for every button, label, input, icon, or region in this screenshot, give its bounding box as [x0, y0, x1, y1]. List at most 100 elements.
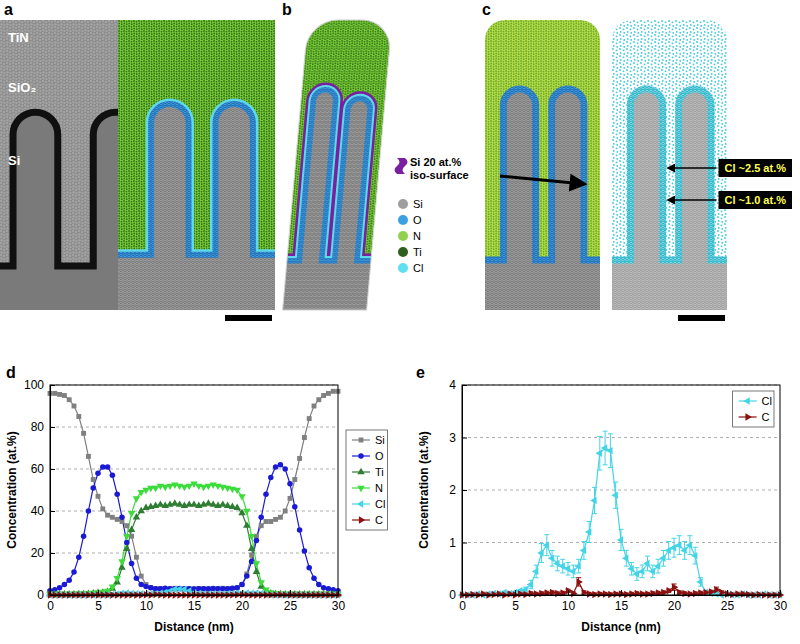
data-point: [142, 488, 149, 494]
data-point: [278, 462, 284, 468]
tick: 0: [37, 588, 55, 602]
tick: 40: [31, 504, 55, 518]
legend-label: Si: [375, 434, 385, 446]
tick: 30: [774, 590, 788, 613]
legend: SiOTiNClC: [346, 430, 387, 530]
tick-label: 10: [140, 599, 154, 613]
panel-letter: c: [482, 1, 491, 18]
data-point: [263, 491, 269, 497]
tick: 80: [31, 420, 55, 434]
data-point: [210, 586, 216, 592]
apt-view: [455, 20, 630, 340]
data-point: [113, 576, 120, 582]
tick-mark: [50, 511, 55, 512]
legend-label: Ti: [413, 246, 422, 258]
figure: TiNSiO₂SiSi 20 at.%iso-surfaceSiONTiClCl…: [0, 0, 800, 644]
annotation: Cl ~1.0 at.%: [668, 191, 792, 209]
tick-label: 4: [449, 378, 456, 392]
data-point: [680, 547, 686, 554]
data-point: [235, 585, 240, 590]
data-point: [585, 528, 591, 535]
image-label: TiN: [8, 30, 29, 45]
data-point: [527, 581, 533, 588]
data-point: [118, 559, 125, 565]
grid-line: [50, 469, 338, 470]
data-point: [253, 561, 260, 567]
data-point: [110, 473, 116, 479]
tick-label: 5: [512, 599, 519, 613]
legend-marker: [743, 397, 749, 404]
data-point: [234, 585, 240, 591]
tick: 20: [31, 546, 55, 560]
data-point: [537, 549, 543, 556]
data-point: [105, 464, 111, 470]
tick: 1: [449, 536, 467, 550]
plot-lines: [50, 391, 338, 595]
data-point: [273, 464, 279, 470]
data-point: [268, 475, 274, 481]
panel-letter: d: [6, 364, 16, 381]
tick-label: 20: [668, 599, 682, 613]
data-point: [331, 389, 336, 394]
plot-frame: [462, 385, 780, 595]
legend-label: C: [375, 514, 383, 526]
axis-title: Distance (nm): [581, 620, 660, 634]
axis-title: Concentration (at.%): [417, 431, 431, 548]
data-point: [134, 575, 140, 581]
data-point: [233, 488, 240, 494]
tick-mark: [50, 469, 55, 470]
annotation-arrow: [668, 199, 717, 201]
data-point: [532, 568, 538, 575]
series-line: [50, 465, 338, 591]
legend-label: Si: [413, 198, 423, 210]
data-point: [292, 477, 297, 482]
data-point: [239, 582, 245, 588]
tick-label: 20: [236, 599, 250, 613]
tick-mark: [674, 590, 675, 595]
tick: 25: [284, 590, 298, 613]
data-point: [649, 568, 655, 575]
tick: 5: [95, 590, 102, 613]
data-point: [124, 540, 130, 546]
data-point: [590, 497, 596, 504]
tick-label: 40: [31, 504, 45, 518]
tick-mark: [338, 590, 339, 595]
annotation-box: [719, 191, 792, 209]
data-point: [57, 392, 62, 397]
tick-mark: [146, 590, 147, 595]
apt-tilted: [250, 20, 422, 340]
panel-letter: b: [282, 1, 292, 18]
data-point: [580, 547, 586, 554]
tick-label: 80: [31, 420, 45, 434]
data-point: [134, 555, 139, 560]
legend-swatch: [398, 247, 408, 257]
tick-mark: [462, 543, 467, 544]
data-point: [76, 554, 82, 560]
tick-mark: [462, 438, 467, 439]
tick-mark: [515, 590, 516, 595]
data-point: [115, 517, 120, 522]
legend-label: Cl: [413, 262, 423, 274]
annotation-text: Cl ~1.0 at.%: [725, 194, 787, 206]
data-point: [576, 578, 582, 585]
data-point: [238, 494, 245, 500]
series-line: [50, 391, 338, 589]
structure-body: [582, 20, 757, 340]
annotation: Cl ~2.5 at.%: [668, 159, 792, 177]
tick-label: 2: [449, 483, 456, 497]
legend-box: [733, 391, 774, 427]
tick-label: 25: [721, 599, 735, 613]
data-point: [114, 491, 120, 497]
layer-outline: [250, 93, 416, 341]
annotation-arrow: [668, 167, 717, 169]
tick-label: 15: [188, 599, 202, 613]
layer-outline: [582, 93, 757, 340]
data-point: [201, 586, 206, 591]
data-point: [148, 585, 153, 590]
tick-label: 1: [449, 536, 456, 550]
data-point: [129, 561, 135, 567]
y-axis: 01234: [449, 378, 467, 602]
plot-lines: [462, 431, 780, 595]
tick: 15: [188, 590, 202, 613]
annotation-box: [719, 159, 792, 177]
